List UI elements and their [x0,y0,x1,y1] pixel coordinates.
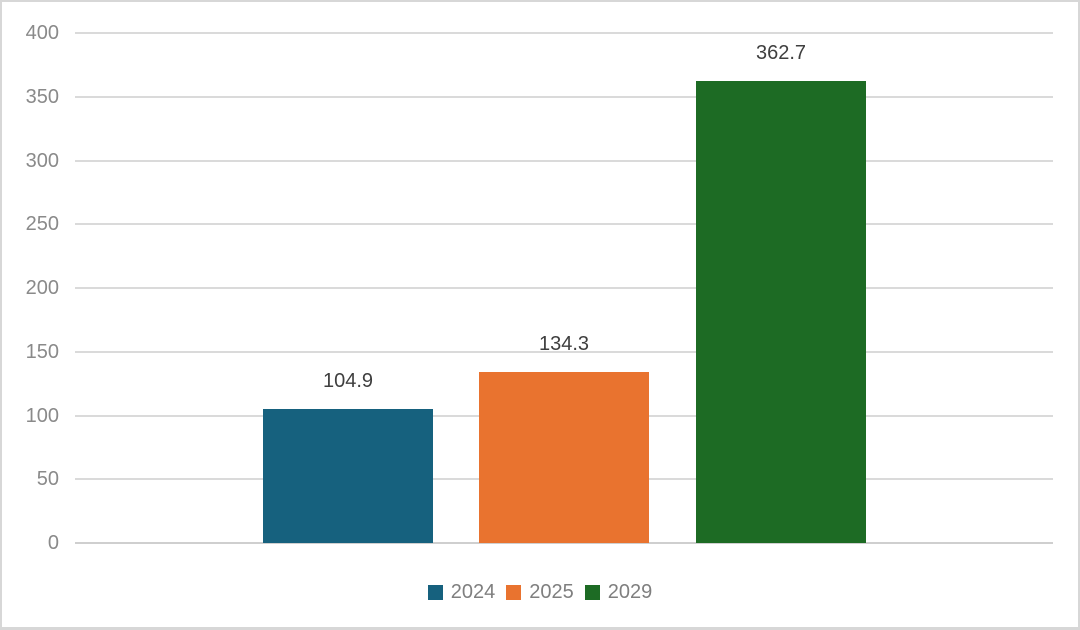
gridline-300 [75,159,1053,162]
y-axis-tick-label-200: 200 [25,277,59,299]
legend-label: 2024 [450,581,496,603]
y-axis-tick-label-350: 350 [25,85,59,108]
gridline-350 [75,95,1053,98]
legend-label: 2025 [529,581,574,603]
y-axis-tick-label-100: 100 [25,404,59,427]
data-label-2029: 362.7 [755,42,807,64]
bar-2024 [263,409,433,543]
data-label-2025: 134.3 [538,333,590,355]
legend-swatch-icon [427,584,443,600]
legend-label: 2029 [607,581,653,603]
data-label-2024: 104.9 [322,370,374,392]
bar-2025 [479,372,649,543]
y-axis-tick-label-400: 400 [25,22,59,44]
gridline-250 [75,223,1053,226]
y-axis-tick-label-300: 300 [25,149,59,172]
y-axis-tick-label-0: 0 [47,532,59,554]
legend-swatch-icon [506,584,522,600]
bar-2029 [696,81,866,543]
legend-item-2029: 2029 [584,581,653,603]
y-axis-tick-label-150: 150 [25,340,59,363]
gridline-400 [75,32,1053,34]
y-axis-tick-label-50: 50 [36,468,59,491]
legend-item-2024: 2024 [427,581,496,603]
legend-item-2025: 2025 [506,582,574,602]
y-axis-tick-label-250: 250 [25,213,59,236]
gridline-200 [75,287,1053,289]
gridline-150 [75,350,1053,353]
legend: 2024 2025 2029 [2,582,1078,602]
gridline-0 [75,542,1053,544]
legend-swatch-icon [584,584,600,600]
